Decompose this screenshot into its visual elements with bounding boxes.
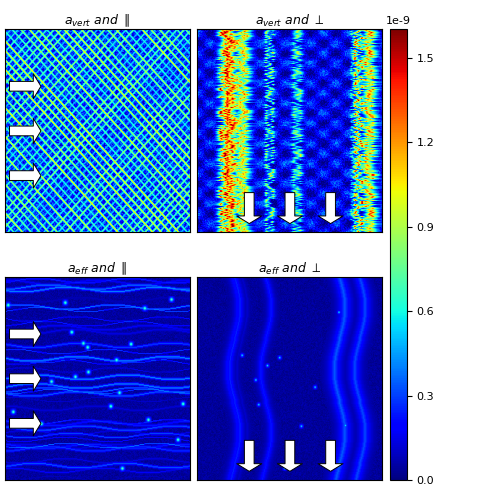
- Title: $a_{vert}$ and $\parallel$: $a_{vert}$ and $\parallel$: [64, 13, 130, 29]
- Title: $a_{eff}$ and $\parallel$: $a_{eff}$ and $\parallel$: [67, 261, 127, 277]
- Title: 1e-9: 1e-9: [386, 16, 411, 26]
- Title: $a_{vert}$ and $\perp$: $a_{vert}$ and $\perp$: [255, 13, 325, 29]
- Title: $a_{eff}$ and $\perp$: $a_{eff}$ and $\perp$: [258, 261, 321, 277]
